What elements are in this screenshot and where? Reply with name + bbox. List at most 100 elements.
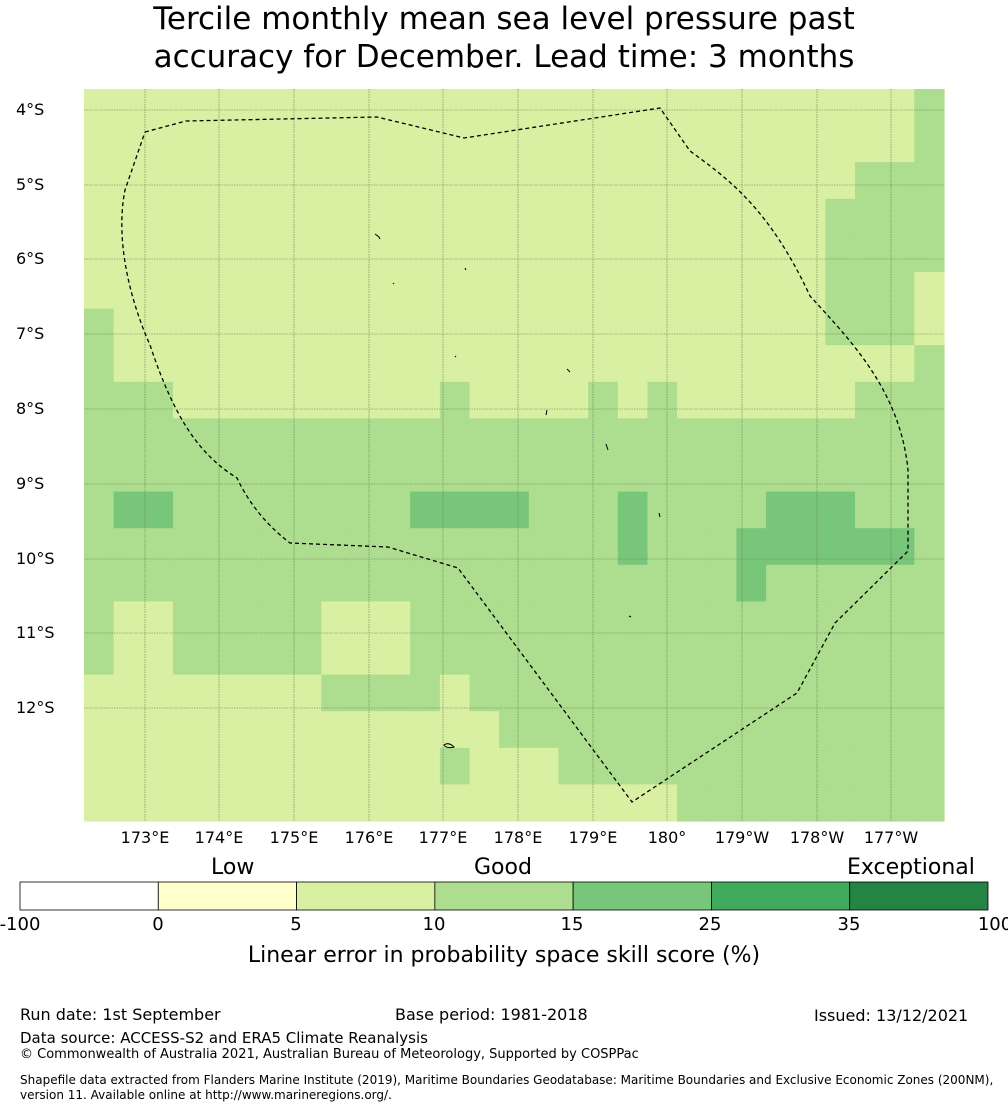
grid-cell: [143, 491, 174, 529]
grid-cell: [558, 638, 589, 676]
grid-cell: [469, 89, 500, 127]
grid-cell: [321, 125, 352, 163]
grid-cell: [588, 272, 619, 310]
grid-cell: [261, 198, 293, 236]
grid-cell: [706, 308, 738, 346]
island: [392, 282, 395, 285]
grid-cell: [172, 125, 204, 163]
grid-cell: [350, 162, 382, 200]
grid-cell: [647, 491, 678, 529]
grid-cell: [143, 162, 174, 200]
grid-cell: [113, 125, 144, 163]
colorbar-tick: 5: [290, 914, 302, 935]
grid-cell: [232, 638, 263, 676]
grid-cell: [766, 455, 797, 493]
grid-cell: [261, 564, 293, 602]
grid-cell: [855, 162, 886, 200]
grid-cell: [884, 272, 915, 310]
grid-cell: [914, 345, 945, 383]
grid-cell: [677, 345, 708, 383]
grid-cell: [855, 711, 886, 749]
grid-cell: [884, 638, 915, 676]
grid-cell: [588, 674, 619, 712]
grid-cell: [884, 674, 915, 712]
grid-cell: [350, 345, 382, 383]
grid-cell: [143, 272, 174, 310]
lat-label-9s: 9°S: [16, 474, 45, 493]
grid-cell: [499, 345, 530, 383]
map-title-line2: accuracy for December. Lead time: 3 mont…: [153, 39, 855, 75]
grid-cell: [795, 162, 826, 200]
grid-cell: [825, 381, 856, 419]
grid-cell: [677, 198, 708, 236]
grid-cell: [855, 381, 886, 419]
grid-cell: [469, 418, 500, 456]
grid-cell: [172, 674, 204, 712]
grid-cell: [825, 235, 856, 273]
grid-cell: [706, 418, 738, 456]
grid-cell: [439, 784, 471, 822]
grid-cell: [499, 418, 530, 456]
grid-cell: [677, 638, 708, 676]
grid-cell: [855, 528, 886, 566]
grid-cell: [647, 674, 678, 712]
grid-cell: [677, 381, 708, 419]
grid-cell: [706, 235, 738, 273]
grid-cell: [647, 528, 678, 566]
grid-cell: [410, 674, 441, 712]
grid-cell: [321, 89, 352, 127]
grid-cell: [884, 747, 915, 785]
grid-cell: [469, 455, 500, 493]
grid-cell: [647, 381, 678, 419]
grid-cell: [113, 418, 144, 456]
grid-cell: [321, 747, 352, 785]
lat-label-6s: 6°S: [16, 249, 45, 268]
grid-cell: [588, 345, 619, 383]
grid-cell: [499, 162, 530, 200]
grid-cell: [855, 601, 886, 639]
grid-cell: [380, 747, 411, 785]
grid-cell: [795, 381, 826, 419]
grid-cell: [321, 528, 352, 566]
colorbar: [19, 881, 989, 911]
grid-cell: [677, 418, 708, 456]
grid-cell: [588, 528, 619, 566]
lon-label-179e: 179°E: [568, 828, 618, 847]
island: [443, 743, 455, 749]
grid-cell: [410, 308, 441, 346]
grid-cell: [706, 198, 738, 236]
grid-cell: [410, 784, 441, 822]
grid-cell: [84, 784, 115, 822]
grid-cell: [172, 162, 204, 200]
grid-cell: [914, 674, 945, 712]
grid-cell: [588, 162, 619, 200]
grid-cell: [795, 747, 826, 785]
grid-cell: [588, 711, 619, 749]
grid-cell: [232, 162, 263, 200]
grid-cell: [321, 345, 352, 383]
grid-cell: [380, 381, 411, 419]
grid-cell: [736, 418, 767, 456]
grid-cell: [588, 564, 619, 602]
grid-cell: [766, 528, 797, 566]
colorbar-tick: 10: [422, 914, 446, 935]
grid-cell: [825, 418, 856, 456]
grid-cell: [736, 455, 767, 493]
grid-cell: [143, 418, 174, 456]
grid-cell: [855, 125, 886, 163]
grid-cell: [143, 564, 174, 602]
grid-cell: [795, 455, 826, 493]
grid-cell: [84, 674, 115, 712]
lon-label-179w: 179°W: [714, 828, 770, 847]
grid-cell: [380, 308, 411, 346]
grid-cell: [766, 491, 797, 529]
grid-cell: [825, 528, 856, 566]
grid-cell: [410, 272, 441, 310]
grid-cell: [172, 601, 204, 639]
grid-cell: [706, 381, 738, 419]
grid-cell: [469, 564, 500, 602]
grid-cell: [617, 308, 649, 346]
grid-cell: [795, 784, 826, 822]
grid-cell: [914, 308, 945, 346]
grid-cell: [113, 381, 144, 419]
